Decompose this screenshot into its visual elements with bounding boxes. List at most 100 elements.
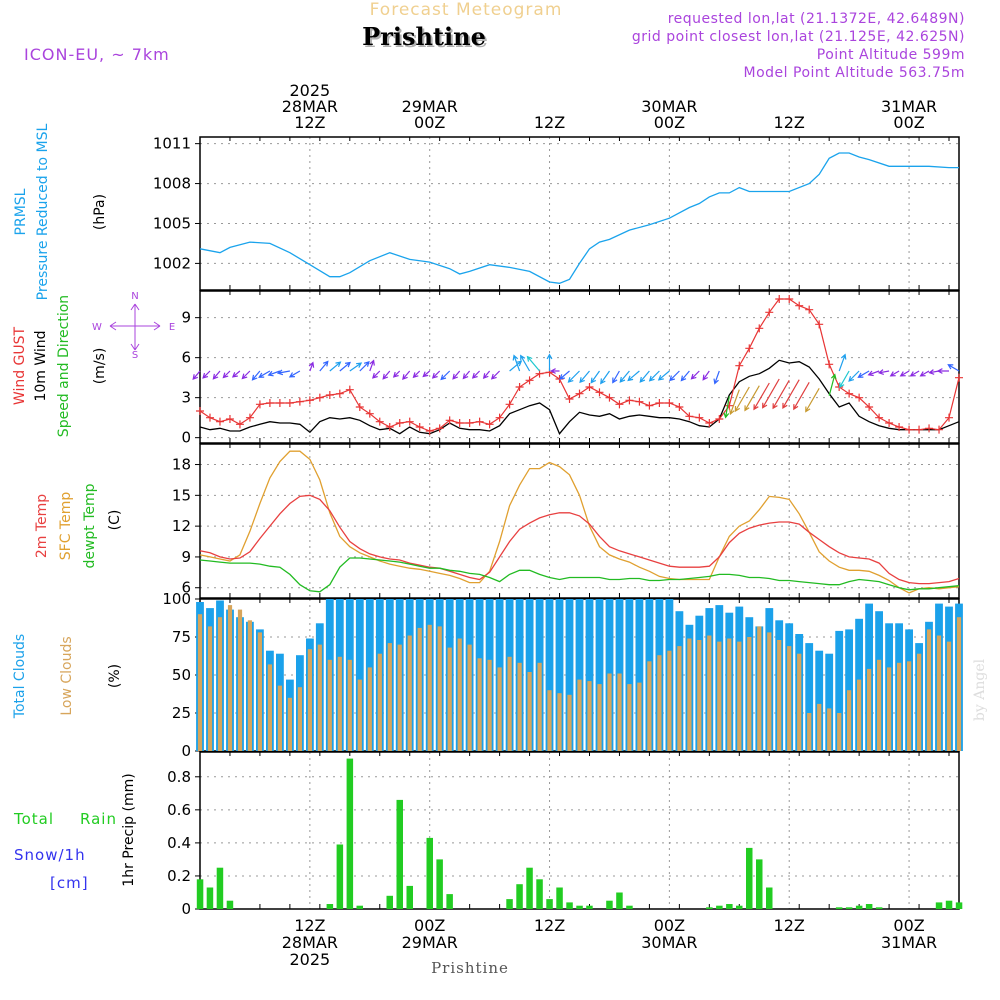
wind-direction-arrow	[482, 370, 491, 380]
rain-bar	[736, 905, 743, 909]
bottom-time-label: 12Z	[534, 916, 565, 935]
low-cloud-bar	[697, 640, 702, 751]
temp-y-tick-label: 9	[181, 548, 191, 566]
wind-direction-arrow	[392, 370, 401, 378]
precip-y-tick-label: 0	[181, 900, 191, 918]
pressure-label-1: PRMSL	[13, 188, 29, 235]
wind-direction-arrow	[600, 370, 610, 385]
low-cloud-bar	[926, 629, 932, 751]
rain-bar	[536, 879, 543, 909]
pressure-panel	[199, 136, 960, 291]
wind-gust-marker	[255, 400, 264, 409]
wind-direction-arrow	[267, 370, 281, 377]
low-cloud-bar	[547, 690, 552, 751]
low-cloud-bar	[837, 713, 842, 751]
wind-unit: (m/s)	[92, 348, 108, 385]
wind-direction-arrow	[288, 370, 301, 378]
low-cloud-bar	[847, 690, 852, 751]
low-cloud-bar	[247, 620, 252, 751]
bottom-time-label: 28MAR	[282, 933, 338, 952]
low-cloud-bar	[497, 667, 502, 751]
wind-gust-marker	[445, 416, 454, 425]
pressure-label-2: Pressure Reduced to MSL	[35, 123, 51, 300]
wind-direction-arrow	[329, 361, 342, 372]
total-cloud-bar	[815, 650, 824, 751]
bottom-time-label: 12Z	[294, 916, 325, 935]
wind-gust-marker	[295, 397, 304, 406]
wind-gust-marker	[465, 419, 474, 427]
top-time-label: 12Z	[294, 113, 325, 132]
wind-direction-arrow	[772, 380, 790, 410]
wind-gust-marker	[235, 420, 244, 429]
low-cloud-bar	[807, 713, 812, 751]
bottom-time-label: 00Z	[893, 916, 924, 935]
wind-direction-arrow	[877, 369, 890, 375]
wind-direction-arrow	[928, 369, 940, 375]
low-cloud-bar	[267, 664, 272, 751]
bottom-time-label: 00Z	[414, 916, 445, 935]
low-cloud-bar	[337, 656, 342, 751]
wind-direction-arrow	[690, 370, 700, 380]
wind-direction-arrow	[857, 370, 870, 378]
requested-coords: requested lon,lat (21.1372E, 42.6489N)	[668, 11, 965, 27]
wind-gust-marker	[565, 395, 574, 403]
wind-direction-arrow	[889, 370, 900, 377]
wind-direction-arrow	[349, 362, 363, 372]
rain-bar	[716, 905, 723, 909]
wind-gust-marker	[815, 320, 824, 329]
wind-gust-marker	[675, 403, 684, 411]
credit-watermark: by Angel	[972, 658, 988, 721]
pressure-y-tick-label: 1011	[153, 135, 191, 153]
clouds-y-tick-label: 50	[172, 666, 191, 684]
top-time-label: 28MAR	[282, 97, 338, 116]
wind-gust-marker	[605, 393, 614, 402]
total-cloud-bar	[555, 599, 564, 751]
wind-direction-arrow	[702, 370, 710, 381]
low-cloud-bar	[827, 708, 832, 751]
low-cloud-bar	[567, 694, 572, 751]
temp-label-2m: 2m Temp	[34, 494, 50, 558]
point-altitude: Point Altitude 599m	[817, 47, 965, 63]
wind-gust-marker	[325, 391, 334, 399]
rain-bar	[756, 859, 763, 909]
low-cloud-bar	[437, 626, 442, 751]
low-cloud-bar	[287, 697, 292, 751]
wind-direction-arrow	[431, 370, 441, 379]
low-cloud-bar	[887, 667, 892, 751]
wind-direction-arrow	[579, 370, 590, 384]
temp-label-dew: dewpt Temp	[82, 483, 98, 568]
wind-direction-arrow	[723, 396, 730, 419]
low-cloud-bar	[817, 703, 822, 751]
location-title-shadow: Prishtine	[364, 24, 488, 53]
wind-gust-marker	[695, 413, 704, 422]
temperature-labels: 2m Temp SFC Temp dewpt Temp (C)	[34, 483, 123, 568]
wind-direction-arrow	[471, 370, 481, 379]
total-cloud-bar	[635, 599, 644, 751]
wind-direction-arrow	[828, 373, 837, 396]
wind-gust-marker	[335, 389, 344, 398]
wind-gust-marker	[196, 407, 204, 415]
rain-bar	[196, 879, 204, 909]
wind-gust-marker	[435, 424, 444, 433]
rain-bar	[216, 867, 224, 909]
wind-gust-marker	[505, 400, 514, 409]
temp-y-tick-label: 6	[181, 579, 191, 597]
wind-direction-arrow	[559, 370, 570, 380]
rain-bar	[945, 900, 953, 909]
low-cloud-bar	[797, 653, 802, 751]
wind-label-gust: Wind GUST	[12, 326, 28, 405]
bottom-time-label: 30MAR	[641, 933, 697, 952]
rain-bar	[556, 887, 563, 909]
wind-gust-marker	[735, 361, 744, 370]
sfc-temp-line	[199, 450, 960, 594]
rain-bar	[616, 892, 623, 909]
wind-direction-arrow	[838, 353, 847, 372]
wind-gust-line	[199, 298, 960, 432]
svg-text:E: E	[169, 322, 175, 333]
rain-bar	[766, 887, 773, 909]
wind-direction-arrow	[359, 361, 370, 372]
clouds-unit: (%)	[107, 664, 123, 688]
wind-gust-marker	[595, 388, 604, 397]
low-cloud-bar	[347, 659, 352, 751]
bottom-time-label: 29MAR	[402, 933, 458, 952]
